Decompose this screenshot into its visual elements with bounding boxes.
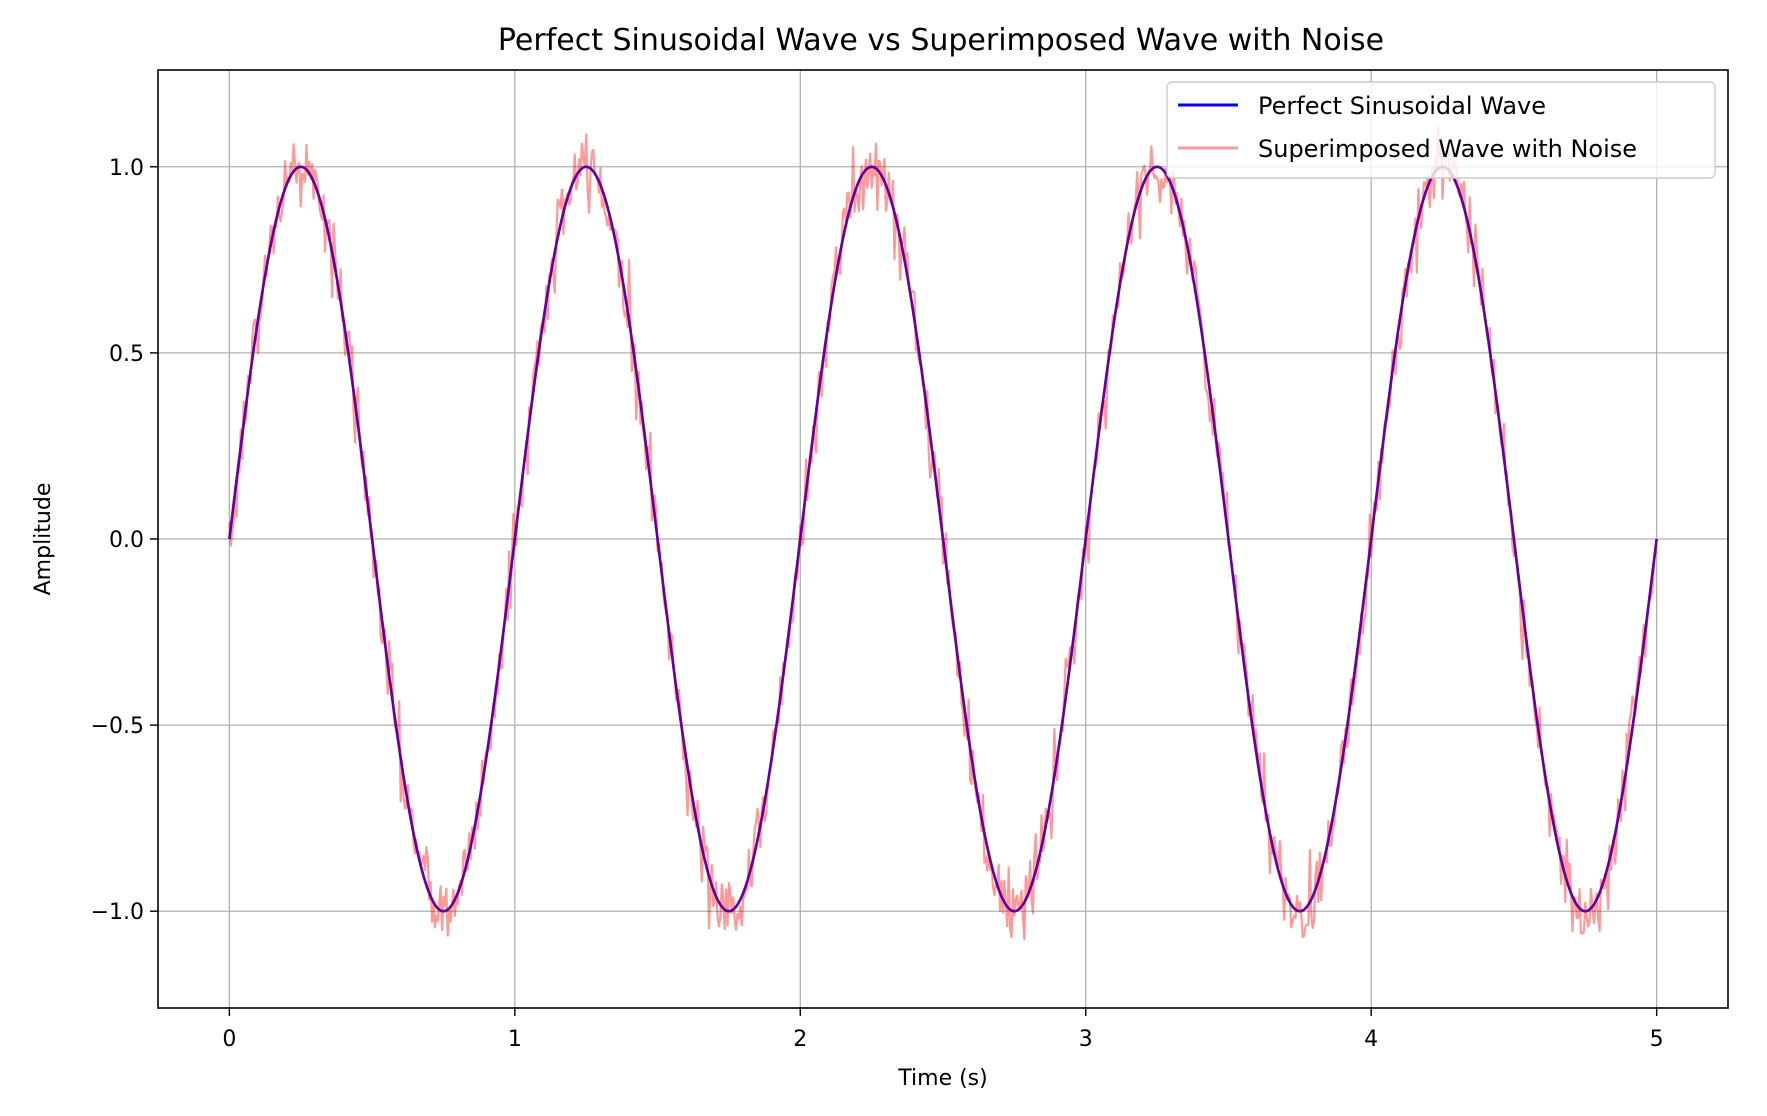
- legend-box: [1166, 81, 1716, 179]
- y-tick-label: −0.5: [91, 714, 144, 739]
- x-tick-label: 3: [1079, 1027, 1093, 1052]
- y-tick-label: 0.0: [109, 528, 144, 553]
- x-tick-label: 5: [1650, 1027, 1664, 1052]
- x-tick-label: 2: [793, 1027, 807, 1052]
- x-tick-label: 4: [1364, 1027, 1378, 1052]
- series-line-perfect-wave-blend: [228, 165, 1658, 913]
- y-axis-label: Amplitude: [31, 483, 56, 596]
- x-tick-label: 1: [508, 1027, 522, 1052]
- series-line-noisy-wave: [228, 126, 1658, 941]
- chart-title: Perfect Sinusoidal Wave vs Superimposed …: [498, 23, 1384, 58]
- series-line-perfect-wave: [228, 165, 1658, 913]
- legend-label-perfect-wave: Perfect Sinusoidal Wave: [1258, 92, 1546, 120]
- plot-series: [228, 126, 1658, 941]
- y-tick-label: 0.5: [109, 342, 144, 367]
- y-tick-label: −1.0: [91, 900, 144, 925]
- legend-label-noisy-wave: Superimposed Wave with Noise: [1258, 135, 1637, 163]
- legend: Perfect Sinusoidal Wave Superimposed Wav…: [1166, 81, 1716, 179]
- x-axis-label: Time (s): [897, 1066, 987, 1091]
- axis-ticks: 0 1 2 3 4 5 1.0 0.5 0.0 −0.5 −1.0: [91, 156, 1664, 1052]
- y-tick-label: 1.0: [109, 156, 144, 181]
- x-tick-label: 0: [222, 1027, 236, 1052]
